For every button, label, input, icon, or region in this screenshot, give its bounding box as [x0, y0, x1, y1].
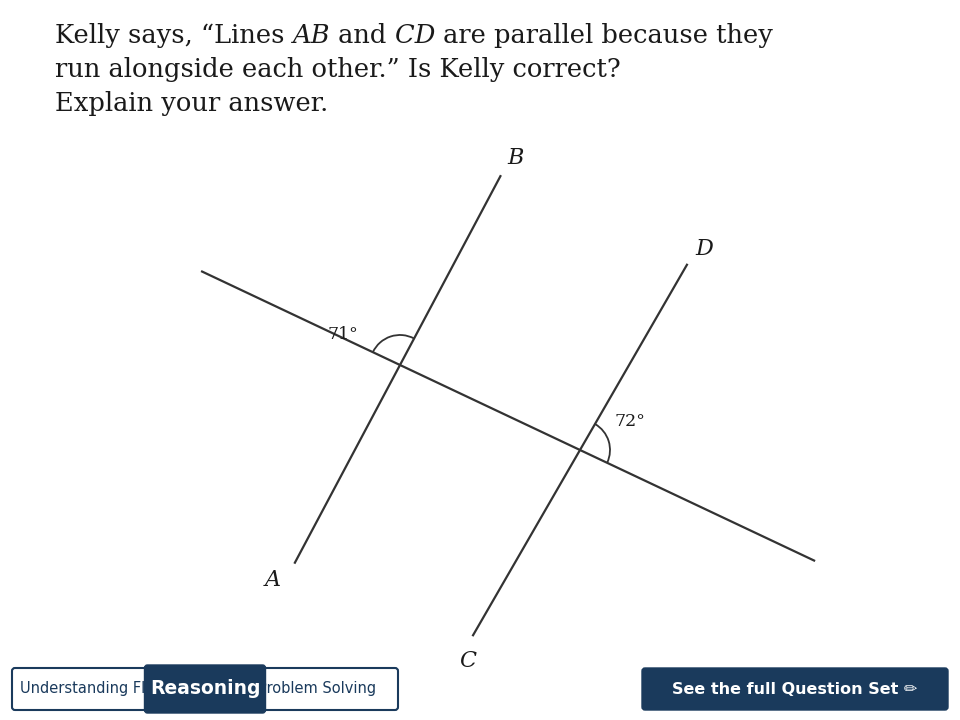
Text: are parallel because they: are parallel because they: [435, 23, 773, 48]
Text: run alongside each other.” Is Kelly correct?: run alongside each other.” Is Kelly corr…: [55, 57, 621, 82]
FancyBboxPatch shape: [145, 665, 266, 713]
Text: C: C: [459, 650, 476, 672]
Text: CD: CD: [395, 23, 435, 48]
Text: B: B: [507, 147, 523, 169]
FancyBboxPatch shape: [12, 668, 398, 710]
Text: and: and: [330, 23, 395, 48]
Text: See the full Question Set ✏: See the full Question Set ✏: [672, 682, 918, 696]
Text: AB: AB: [293, 23, 330, 48]
Text: A: A: [264, 569, 280, 590]
Text: 71°: 71°: [327, 326, 358, 343]
Text: Explain your answer.: Explain your answer.: [55, 91, 328, 116]
Text: Understanding Fluency: Understanding Fluency: [20, 682, 190, 696]
Text: Kelly says, “Lines: Kelly says, “Lines: [55, 23, 293, 48]
Text: Problem Solving: Problem Solving: [258, 682, 376, 696]
FancyBboxPatch shape: [642, 668, 948, 710]
Text: 72°: 72°: [615, 413, 646, 430]
Text: Reasoning: Reasoning: [150, 680, 260, 698]
Text: D: D: [695, 238, 713, 260]
